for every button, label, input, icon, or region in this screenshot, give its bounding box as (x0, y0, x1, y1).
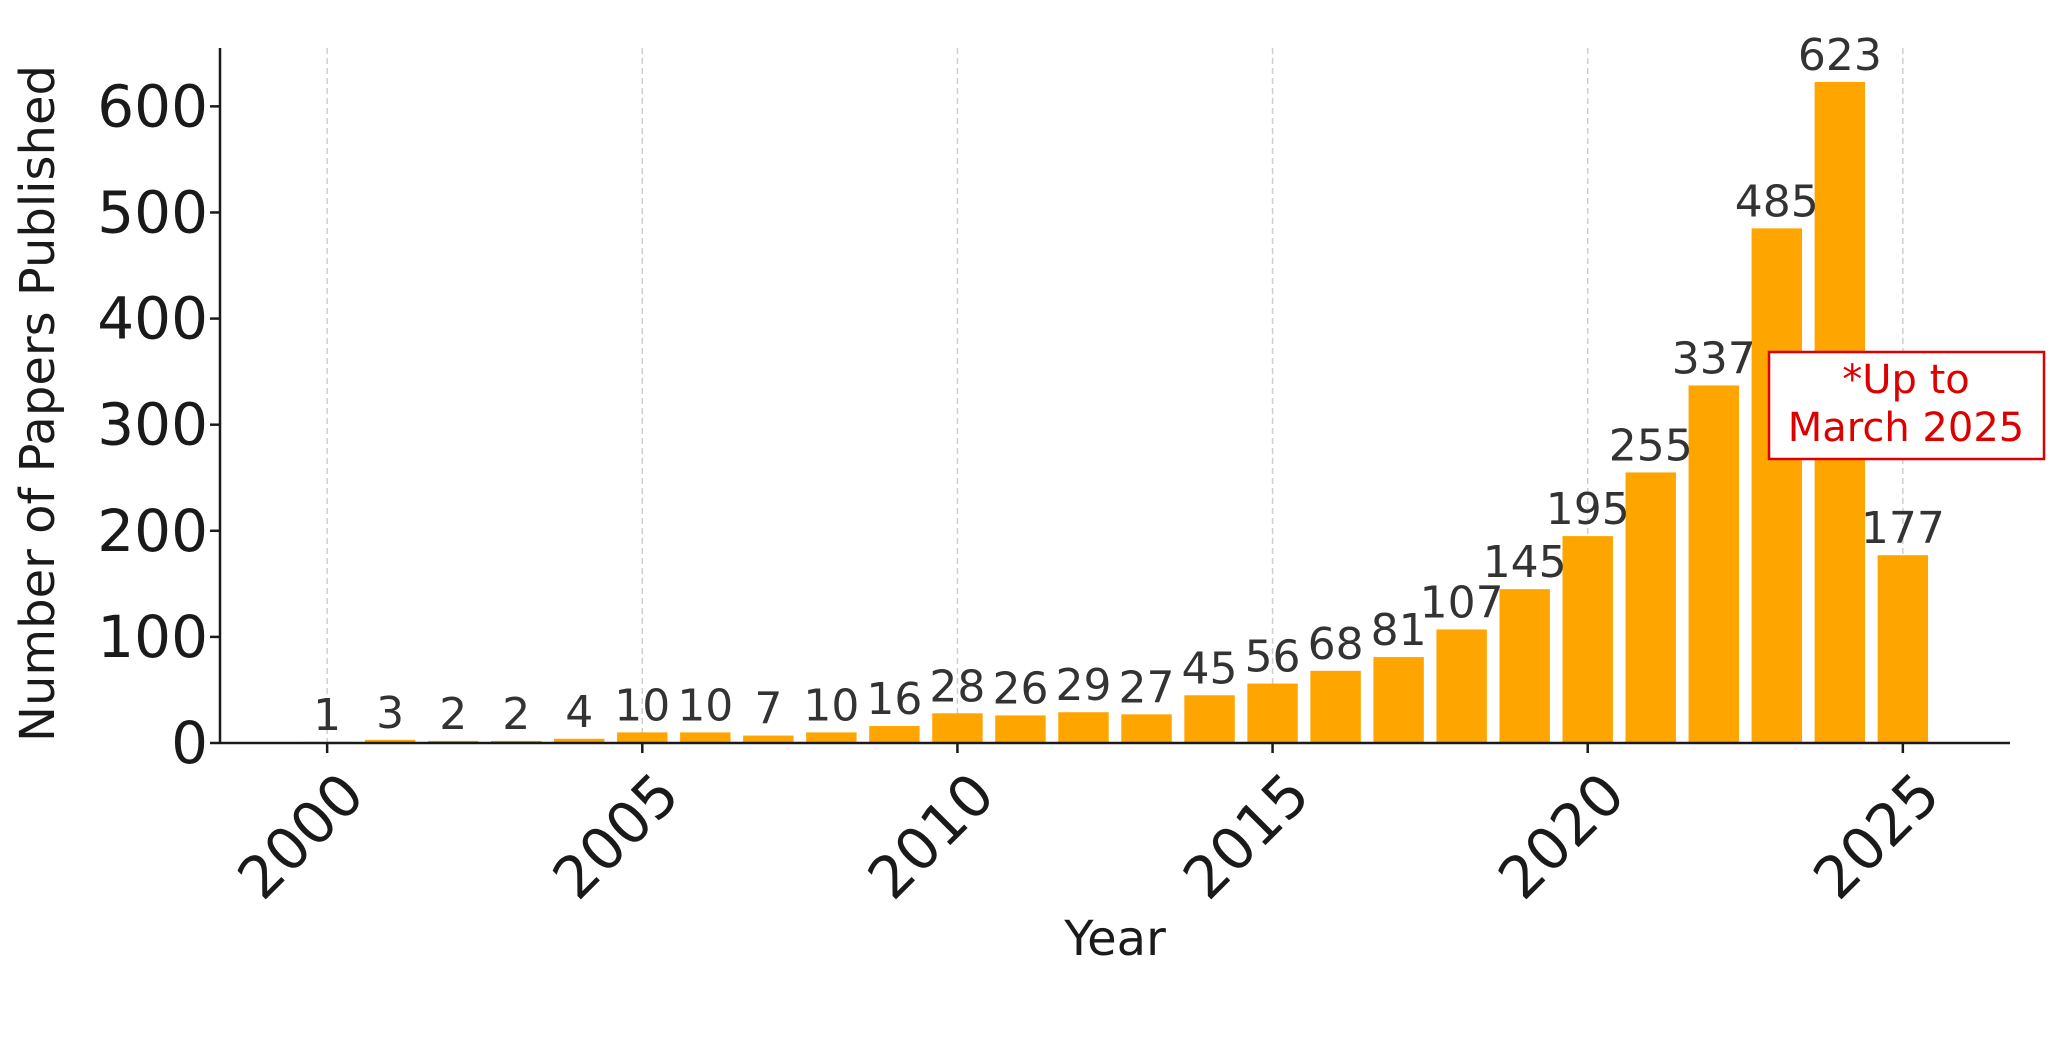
bar-2007 (743, 735, 794, 743)
y-ticks-group: 0 100 200 300 400 500 600 (97, 72, 220, 777)
bar-2001 (364, 739, 416, 743)
annotation-box: *Up to March 2025 (1767, 350, 2046, 461)
bar-labels-group: 1 3 2 2 4 10 10 7 10 16 28 26 29 27 45 56 68 811071451952… (313, 30, 1945, 741)
bar-2017 (1373, 657, 1424, 743)
bar-label-2005: 10 (614, 680, 670, 731)
bar-2019 (1499, 589, 1550, 743)
bar-label-2003: 2 (502, 689, 530, 740)
x-tick-label-2015: 2015 (1170, 760, 1322, 912)
y-tick-label-500: 500 (97, 178, 208, 246)
bar-2010 (932, 713, 983, 743)
bar-2005 (617, 732, 668, 743)
bar-label-2009: 16 (866, 674, 922, 725)
bar-2022 (1688, 385, 1739, 743)
bar-label-2022: 337 (1672, 333, 1756, 384)
bar-2025 (1877, 555, 1929, 743)
bar-label-2015: 56 (1245, 632, 1301, 683)
axes-group (218, 48, 2010, 745)
bar-label-2017: 81 (1371, 605, 1427, 656)
x-tick-label-2000: 2000 (225, 760, 377, 912)
y-tick-label-600: 600 (97, 72, 208, 140)
annotation-line1: *Up to (1842, 357, 1970, 403)
bar-label-2010: 28 (929, 661, 985, 712)
bar-label-2001: 3 (376, 688, 404, 739)
bar-2016 (1310, 670, 1361, 743)
x-tick-label-2025: 2025 (1800, 760, 1952, 912)
bar-2023 (1751, 228, 1803, 743)
bar-2021 (1625, 472, 1676, 743)
bar-2013 (1121, 714, 1172, 743)
bar-2004 (554, 738, 605, 743)
bar-label-2011: 26 (992, 663, 1048, 714)
x-tick-label-2020: 2020 (1485, 760, 1637, 912)
bar-2015 (1247, 683, 1298, 743)
bar-label-2019: 145 (1483, 537, 1567, 588)
x-tick-label-2005: 2005 (540, 760, 692, 912)
bar-label-2008: 10 (803, 680, 859, 731)
bar-label-2020: 195 (1546, 484, 1630, 535)
bar-label-2025: 177 (1861, 503, 1945, 554)
bar-label-2006: 10 (677, 680, 733, 731)
bar-2009 (869, 726, 920, 743)
bar-2020 (1562, 536, 1613, 743)
bar-label-2000: 1 (313, 690, 341, 741)
annotation-border (1767, 350, 2046, 461)
bar-label-2002: 2 (439, 689, 467, 740)
grid-lines (326, 48, 1904, 743)
y-tick-label-400: 400 (97, 285, 208, 353)
bar-2011 (995, 715, 1046, 743)
y-axis-title: Number of Papers Published (10, 65, 66, 742)
bar-2012 (1058, 712, 1109, 743)
annotation-line2: March 2025 (1788, 405, 2024, 451)
y-tick-label-300: 300 (97, 391, 208, 459)
y-tick-label-200: 200 (97, 497, 208, 565)
bar-label-2004: 4 (565, 687, 593, 738)
bar-label-2007: 7 (754, 684, 782, 735)
bars-group (301, 81, 1929, 743)
bar-label-2012: 29 (1055, 660, 1111, 711)
bar-label-2013: 27 (1119, 662, 1175, 713)
bar-label-2016: 68 (1308, 619, 1364, 670)
x-tick-label-2010: 2010 (855, 760, 1007, 912)
bar-label-2021: 255 (1609, 420, 1693, 471)
bar-2018 (1436, 629, 1487, 743)
bar-label-2018: 107 (1420, 577, 1504, 628)
bar-2008 (806, 732, 857, 743)
y-tick-label-0: 0 (171, 709, 208, 777)
y-tick-label-100: 100 (97, 603, 208, 671)
bar-2014 (1184, 695, 1235, 743)
x-axis-title: Year (1063, 911, 1166, 967)
x-ticks-group: 2000 2005 2010 2015 2020 2025 (225, 743, 1953, 912)
bar-label-2024: 623 (1798, 30, 1882, 81)
bar-label-2014: 45 (1182, 643, 1238, 694)
bar-label-2023: 485 (1735, 176, 1819, 227)
bar-2006 (680, 732, 731, 743)
